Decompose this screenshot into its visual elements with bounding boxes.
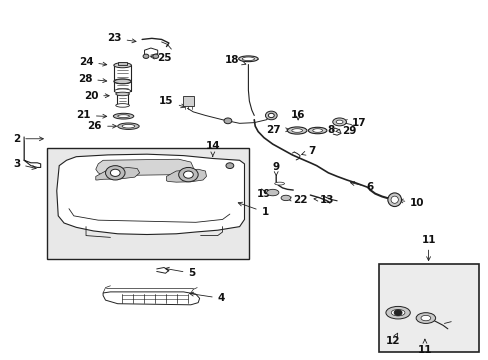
Text: 24: 24: [79, 57, 106, 67]
Text: 12: 12: [385, 333, 400, 346]
Ellipse shape: [118, 123, 139, 130]
Ellipse shape: [390, 310, 404, 316]
Text: 22: 22: [286, 195, 307, 205]
Ellipse shape: [113, 113, 134, 119]
Ellipse shape: [390, 196, 398, 203]
Circle shape: [110, 169, 120, 176]
Ellipse shape: [387, 193, 401, 207]
Text: 10: 10: [399, 198, 424, 208]
Ellipse shape: [266, 189, 278, 196]
Circle shape: [143, 54, 149, 58]
Text: 25: 25: [150, 53, 171, 63]
Ellipse shape: [415, 313, 435, 323]
Ellipse shape: [114, 63, 131, 68]
Ellipse shape: [114, 89, 131, 93]
Ellipse shape: [114, 79, 131, 84]
Circle shape: [153, 54, 158, 58]
Bar: [378, 264, 478, 352]
Polygon shape: [166, 169, 206, 182]
Ellipse shape: [118, 115, 129, 118]
Ellipse shape: [116, 92, 129, 96]
Ellipse shape: [116, 104, 129, 107]
Polygon shape: [103, 292, 199, 305]
Ellipse shape: [287, 127, 306, 134]
Text: 9: 9: [272, 162, 279, 176]
Circle shape: [393, 310, 401, 316]
Text: 28: 28: [78, 74, 106, 84]
Ellipse shape: [385, 306, 409, 319]
Polygon shape: [57, 154, 244, 234]
Text: 23: 23: [107, 33, 136, 43]
Circle shape: [224, 118, 231, 124]
Ellipse shape: [420, 315, 430, 321]
Text: 29: 29: [335, 126, 356, 135]
Text: 14: 14: [205, 141, 220, 157]
Ellipse shape: [291, 129, 302, 132]
Text: 8: 8: [318, 125, 334, 135]
Text: 13: 13: [313, 195, 334, 205]
Text: 19: 19: [256, 189, 277, 199]
Text: 11: 11: [417, 339, 431, 355]
Circle shape: [225, 163, 233, 168]
Circle shape: [105, 166, 125, 180]
Bar: [47, 148, 249, 259]
Polygon shape: [96, 167, 140, 180]
Circle shape: [183, 171, 193, 178]
Ellipse shape: [312, 129, 322, 132]
Text: 18: 18: [224, 55, 245, 65]
Text: 27: 27: [266, 125, 289, 135]
Ellipse shape: [122, 125, 135, 128]
Ellipse shape: [238, 56, 258, 62]
Ellipse shape: [281, 195, 290, 201]
Circle shape: [178, 167, 198, 182]
Text: 6: 6: [350, 182, 373, 192]
Text: 11: 11: [421, 235, 435, 261]
Ellipse shape: [242, 57, 254, 60]
Text: 20: 20: [83, 91, 109, 101]
Ellipse shape: [308, 127, 326, 134]
Circle shape: [268, 113, 274, 118]
Ellipse shape: [335, 120, 342, 124]
Text: 3: 3: [13, 159, 36, 170]
Text: 17: 17: [343, 118, 366, 128]
Text: 4: 4: [189, 292, 224, 303]
Text: 1: 1: [238, 202, 268, 217]
Text: 16: 16: [290, 111, 305, 121]
Text: 5: 5: [165, 267, 195, 278]
Ellipse shape: [114, 79, 131, 84]
Text: 2: 2: [13, 134, 43, 144]
Text: 7: 7: [301, 146, 315, 156]
Bar: [183, 96, 193, 107]
Bar: [118, 62, 127, 65]
Ellipse shape: [332, 118, 346, 126]
Text: 21: 21: [76, 111, 106, 121]
Text: 26: 26: [87, 121, 116, 131]
Circle shape: [265, 111, 277, 120]
Ellipse shape: [274, 182, 284, 185]
Polygon shape: [96, 159, 193, 176]
Text: 15: 15: [159, 96, 184, 108]
